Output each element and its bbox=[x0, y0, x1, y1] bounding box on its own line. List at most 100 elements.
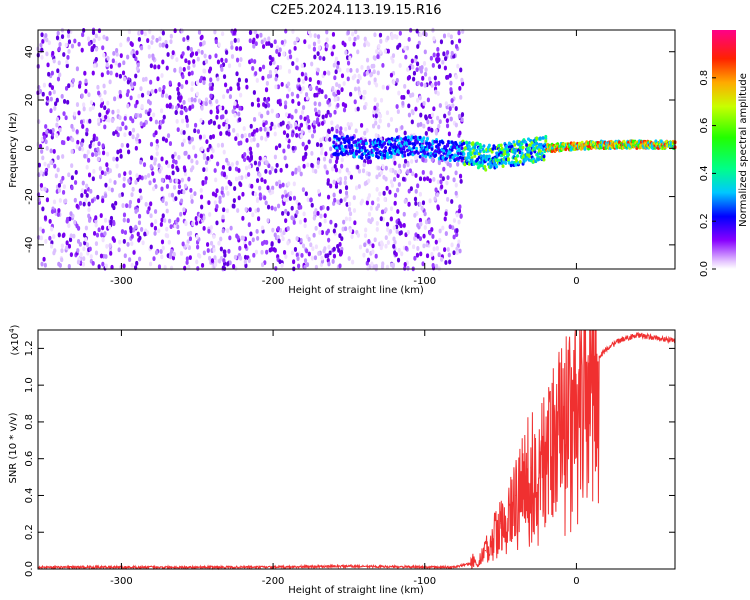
spectrogram-noise-cell bbox=[395, 229, 399, 234]
spectrogram-noise-cell bbox=[69, 211, 73, 216]
spectrogram-noise-cell bbox=[312, 41, 317, 47]
spectrogram-noise-cell bbox=[149, 141, 154, 147]
spectrogram-signal-cell bbox=[526, 147, 530, 151]
spectrogram-noise-cell bbox=[264, 200, 268, 206]
spectrogram-noise-cell bbox=[232, 263, 236, 269]
spectrogram-noise-cell bbox=[251, 212, 255, 218]
spectrogram-noise-cell bbox=[46, 62, 50, 68]
spectrogram-noise-cell bbox=[117, 62, 122, 68]
spectrogram-noise-cell bbox=[367, 218, 371, 223]
spectrogram-noise-cell bbox=[114, 60, 118, 66]
spectrogram-noise-cell bbox=[357, 168, 362, 174]
spectrogram-noise-cell bbox=[209, 93, 213, 99]
spectrogram-noise-cell bbox=[97, 150, 101, 156]
spectrogram-noise-cell bbox=[81, 138, 85, 144]
spectrogram-noise-cell bbox=[135, 99, 139, 105]
spectrogram-noise-cell bbox=[129, 41, 133, 46]
spectrogram-noise-cell bbox=[105, 62, 109, 68]
spectrogram-noise-cell bbox=[207, 120, 212, 125]
spectrogram-noise-cell bbox=[64, 86, 69, 91]
spectrogram-noise-cell bbox=[104, 193, 108, 199]
spectrogram-noise-cell bbox=[139, 45, 144, 51]
spectrogram-noise-cell bbox=[101, 237, 105, 243]
spectrogram-noise-cell bbox=[286, 240, 290, 246]
spectrogram-noise-cell bbox=[194, 51, 199, 57]
spectrogram-noise-cell bbox=[305, 144, 309, 150]
spectrogram-noise-cell bbox=[450, 98, 454, 103]
spectrogram-noise-cell bbox=[254, 71, 258, 76]
spectrogram-noise-cell bbox=[421, 75, 425, 81]
spectrogram-noise-cell bbox=[419, 221, 423, 227]
spectrogram-noise-cell bbox=[143, 31, 147, 37]
spectrogram-noise-cell bbox=[164, 39, 168, 45]
spectrogram-noise-cell bbox=[142, 122, 146, 128]
spectrogram-noise-cell bbox=[121, 121, 125, 127]
spectrogram-noise-cell bbox=[221, 164, 226, 170]
spectrogram-noise-cell bbox=[333, 197, 337, 203]
spectrogram-noise-cell bbox=[200, 49, 204, 55]
spectrogram-noise-cell bbox=[185, 256, 189, 262]
spectrogram-noise-cell bbox=[348, 55, 352, 61]
spectrogram-noise-cell bbox=[285, 133, 290, 138]
spectrogram-noise-cell bbox=[332, 192, 336, 198]
spectrogram-signal-cell bbox=[462, 141, 466, 146]
spectrogram-signal-cell bbox=[513, 151, 517, 155]
spectrogram-noise-cell bbox=[403, 83, 407, 89]
spectrogram-noise-cell bbox=[452, 218, 457, 223]
spectrogram-noise-cell bbox=[361, 168, 366, 174]
spectrogram-x-tick-label: -300 bbox=[110, 276, 133, 287]
spectrogram-noise-cell bbox=[52, 199, 57, 205]
spectrogram-noise-cell bbox=[429, 55, 433, 61]
spectrogram-noise-cell bbox=[266, 73, 271, 79]
spectrogram-noise-cell bbox=[149, 201, 153, 207]
snr-series-line bbox=[37, 329, 676, 571]
spectrogram-noise-cell bbox=[275, 49, 279, 54]
spectrogram-noise-cell bbox=[179, 198, 184, 204]
spectrogram-noise-cell bbox=[101, 115, 105, 121]
spectrogram-noise-cell bbox=[177, 154, 181, 160]
snr-frame bbox=[37, 329, 676, 570]
spectrogram-noise-cell bbox=[204, 101, 208, 107]
spectrogram-noise-cell bbox=[162, 84, 166, 90]
spectrogram-noise-cell bbox=[106, 167, 110, 172]
spectrogram-noise-cell bbox=[384, 207, 388, 213]
spectrogram-noise-cell bbox=[282, 130, 287, 136]
spectrogram-noise-cell bbox=[412, 76, 416, 82]
colorbar-tick-label: 0.4 bbox=[699, 165, 710, 181]
spectrogram-noise-cell bbox=[287, 181, 291, 187]
spectrogram-noise-cell bbox=[213, 168, 217, 173]
spectrogram-noise-cell bbox=[40, 54, 44, 60]
spectrogram-noise-cell bbox=[384, 243, 388, 249]
spectrogram-noise-cell bbox=[427, 219, 431, 225]
spectrogram-noise-cell bbox=[458, 204, 462, 210]
spectrogram-noise-cell bbox=[226, 228, 230, 234]
spectrogram-noise-cell bbox=[185, 123, 190, 129]
spectrogram-noise-cell bbox=[160, 186, 164, 192]
spectrogram-noise-cell bbox=[263, 195, 267, 201]
spectrogram-noise-cell bbox=[195, 91, 200, 97]
spectrogram-noise-cell bbox=[48, 218, 52, 224]
spectrogram-noise-cell bbox=[358, 75, 362, 81]
spectrogram-signal-cell bbox=[335, 148, 339, 153]
spectrogram-noise-cell bbox=[231, 203, 235, 209]
spectrogram-noise-cell bbox=[109, 250, 113, 256]
spectrogram-signal-cell bbox=[332, 140, 336, 145]
spectrogram-noise-cell bbox=[184, 79, 189, 85]
spectrogram-noise-cell bbox=[334, 167, 339, 173]
spectrogram-noise-cell bbox=[270, 242, 274, 247]
spectrogram-noise-cell bbox=[130, 50, 134, 56]
spectrogram-noise-cell bbox=[58, 72, 62, 78]
spectrogram-noise-cell bbox=[264, 168, 268, 174]
spectrogram-noise-cell bbox=[421, 200, 426, 206]
spectrogram-noise-cell bbox=[409, 93, 413, 98]
spectrogram-noise-cell bbox=[307, 251, 311, 257]
spectrogram-noise-cell bbox=[190, 70, 194, 76]
spectrogram-noise-cell bbox=[380, 264, 385, 269]
spectrogram-noise-cell bbox=[446, 74, 450, 80]
spectrogram-noise-cell bbox=[325, 37, 329, 43]
spectrogram-noise-cell bbox=[314, 169, 318, 174]
spectrogram-noise-cell bbox=[268, 69, 273, 75]
colorbar-tick-label: 0.2 bbox=[699, 213, 710, 229]
spectrogram-noise-cell bbox=[62, 99, 67, 104]
spectrogram-noise-cell bbox=[386, 35, 390, 41]
